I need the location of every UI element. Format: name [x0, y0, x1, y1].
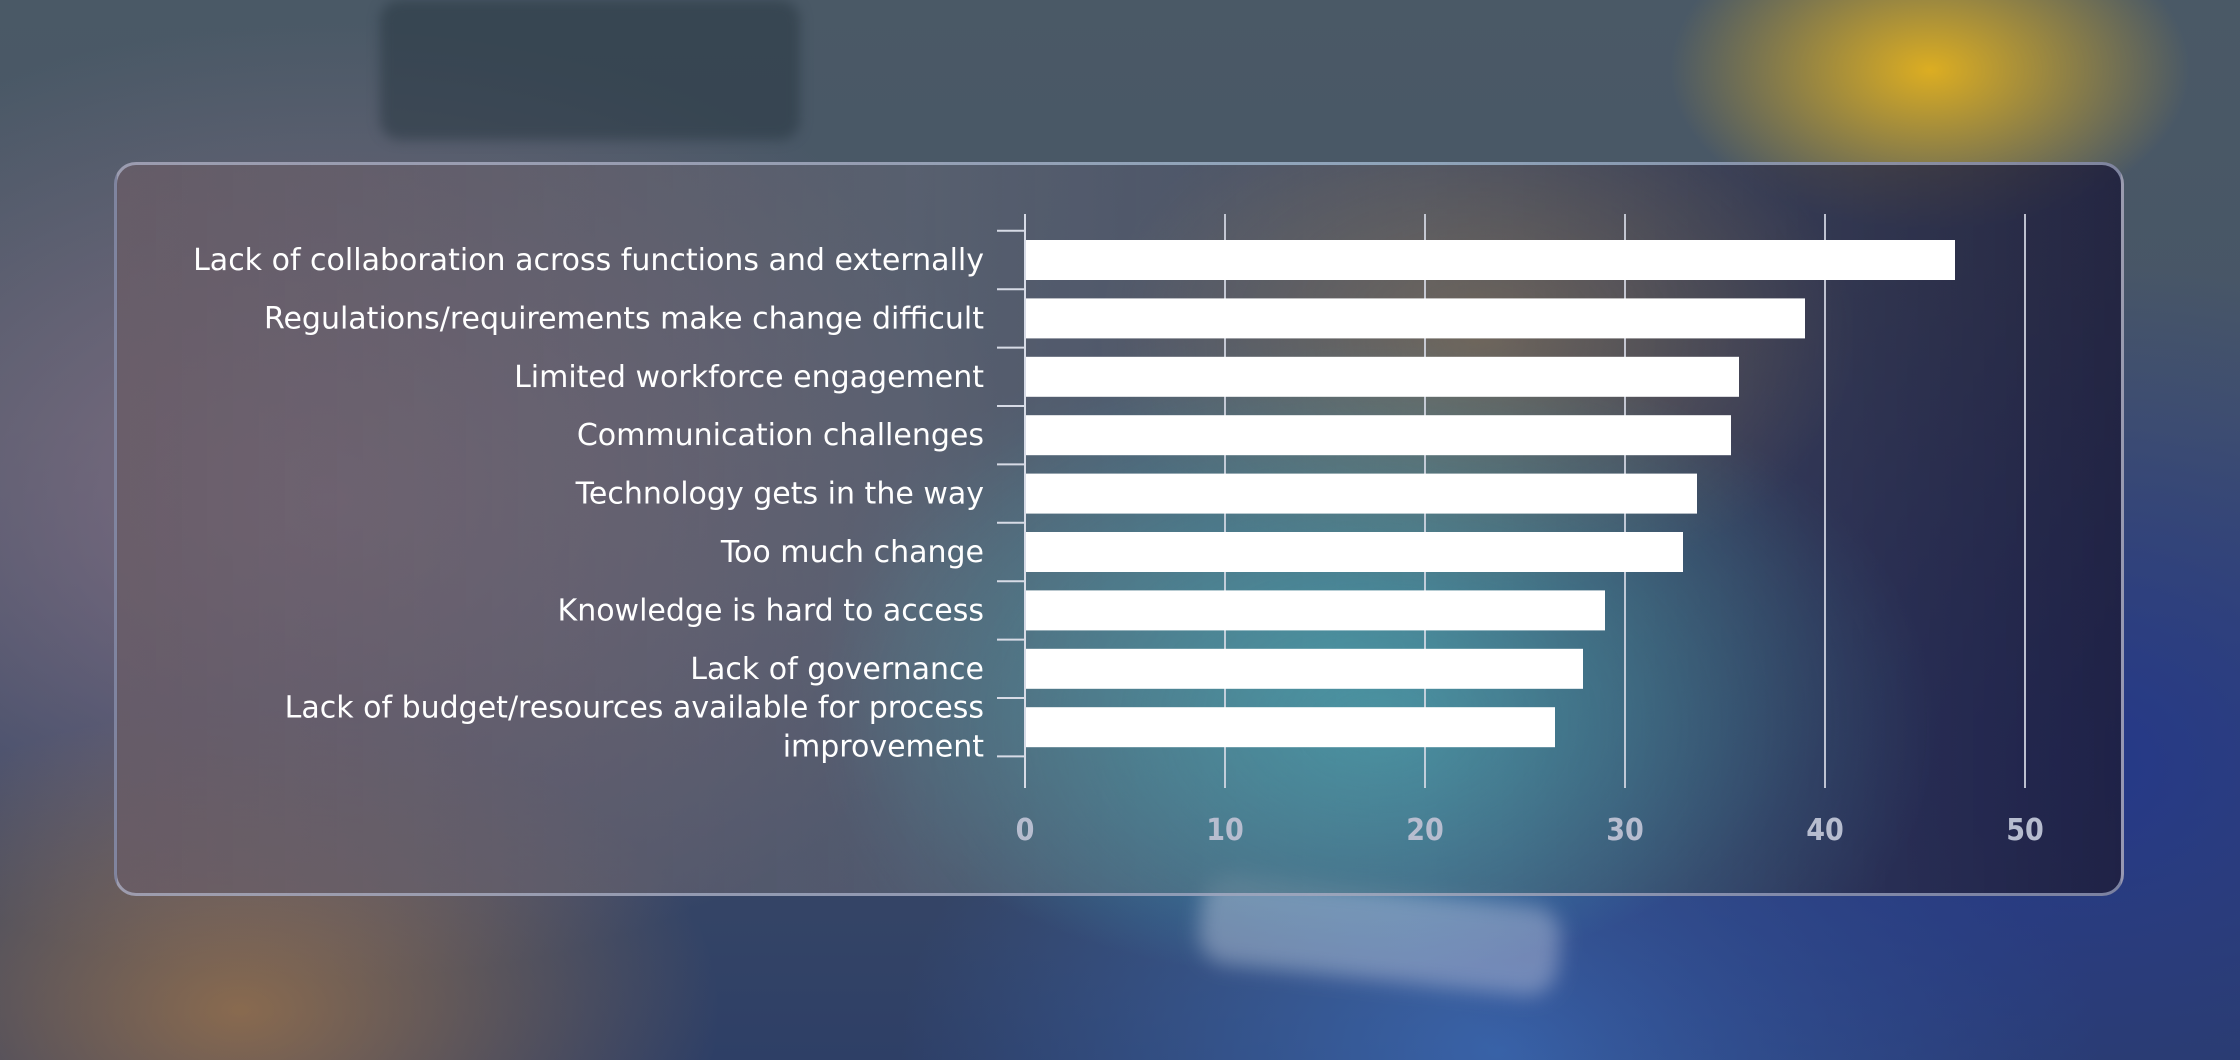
- bar: [1026, 356, 1739, 397]
- bar: [1026, 473, 1697, 514]
- y-axis: [997, 214, 1026, 788]
- x-tick-labels: 0 10 20 30 40 50: [1016, 813, 2044, 848]
- bar: [1026, 240, 1955, 280]
- x-tick-label: 20: [1406, 813, 1444, 848]
- category-label: Too much change: [720, 535, 984, 570]
- category-labels: Lack of collaboration across functions a…: [193, 243, 984, 765]
- category-label: Lack of budget/resources available for p…: [285, 691, 984, 726]
- category-label: improvement: [783, 730, 985, 765]
- x-tick-label: 10: [1206, 813, 1244, 848]
- x-tick-label: 0: [1016, 813, 1035, 848]
- category-label: Technology gets in the way: [575, 477, 984, 512]
- x-tick-label: 40: [1806, 813, 1844, 848]
- bar: [1026, 707, 1555, 748]
- chart-panel: [114, 162, 2124, 896]
- category-label: Lack of collaboration across functions a…: [193, 243, 984, 278]
- x-tick-label: 50: [2006, 813, 2044, 848]
- background-blur-shape: [380, 0, 800, 140]
- category-label: Limited workforce engagement: [514, 360, 984, 395]
- category-label: Lack of governance: [690, 652, 984, 687]
- bar: [1026, 532, 1683, 572]
- bar: [1026, 298, 1805, 339]
- bar: [1026, 590, 1605, 631]
- x-tick-label: 30: [1606, 813, 1644, 848]
- category-label: Regulations/requirements make change dif…: [264, 301, 984, 336]
- bars: [1026, 240, 1955, 748]
- bar: [1026, 648, 1583, 689]
- category-label: Communication challenges: [577, 418, 984, 453]
- category-label: Knowledge is hard to access: [558, 593, 984, 628]
- bar: [1026, 415, 1731, 456]
